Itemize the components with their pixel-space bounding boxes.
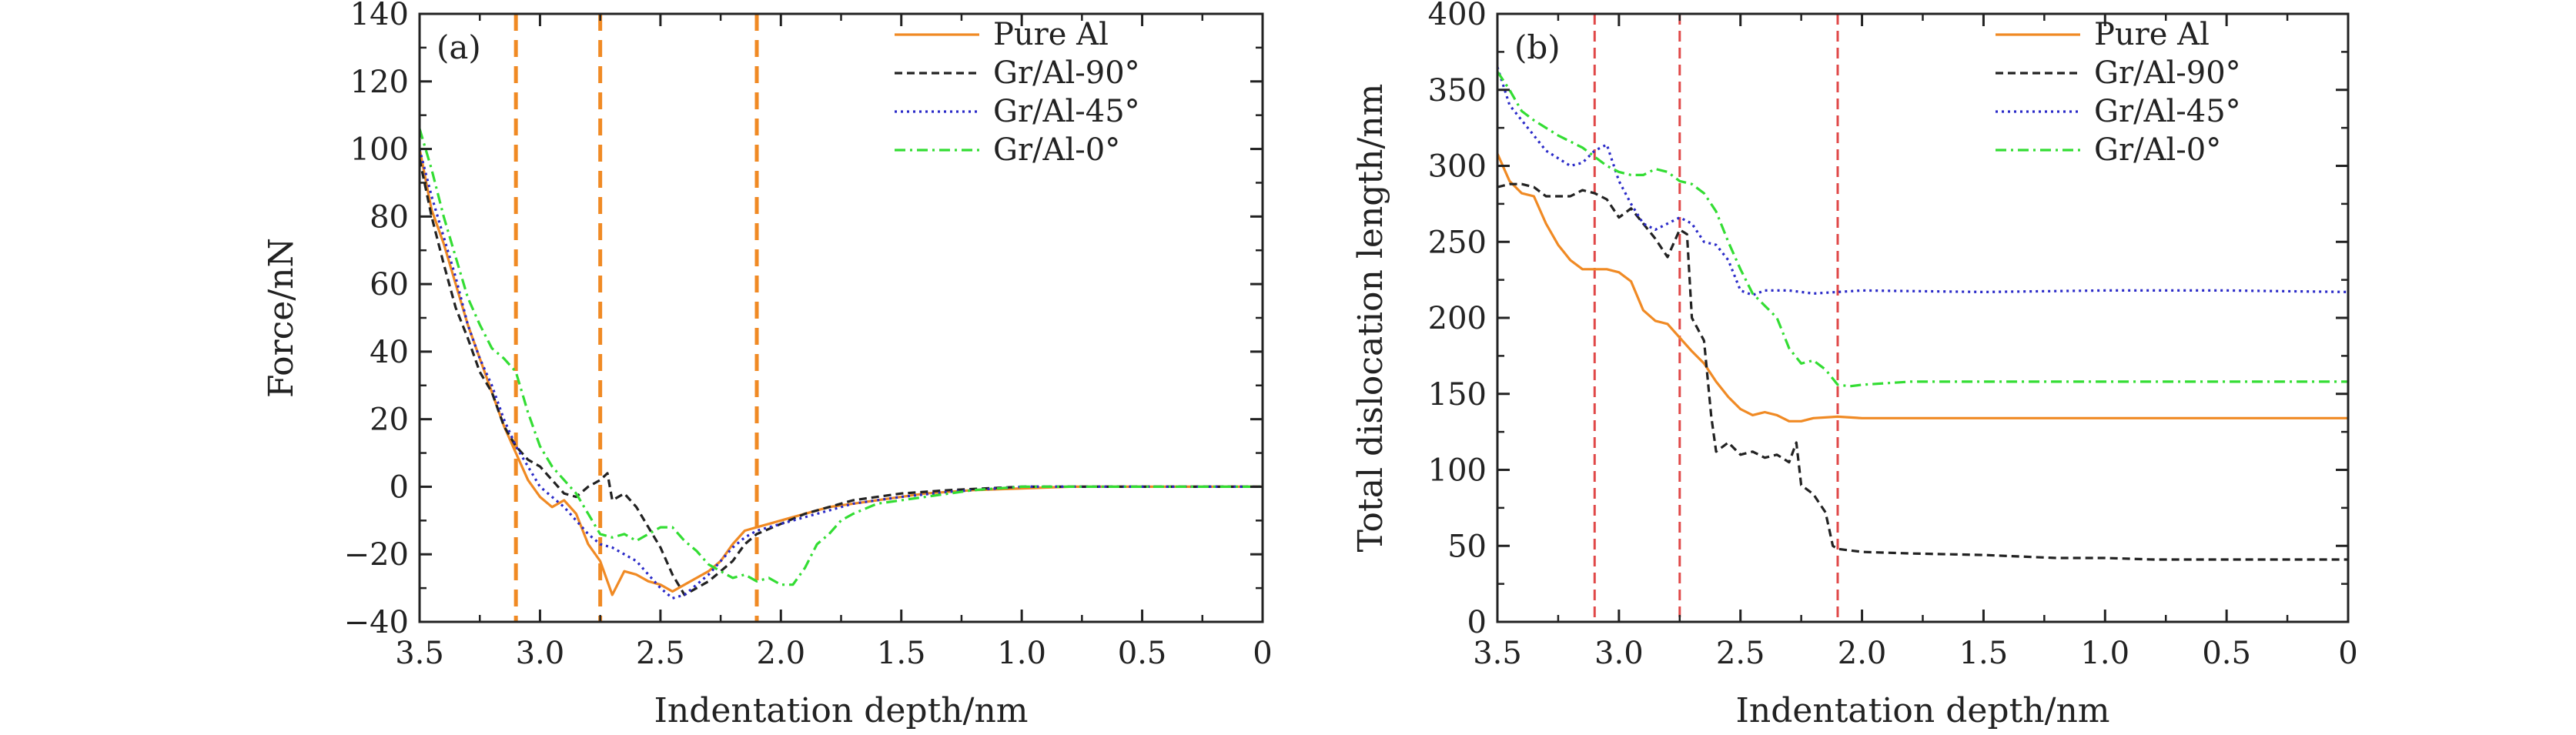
y-tick-label: 50 <box>1447 529 1487 564</box>
x-tick-label: 2.0 <box>756 636 805 671</box>
x-axis-title: Indentation depth/nm <box>654 691 1028 730</box>
x-axis-title: Indentation depth/nm <box>1735 691 2109 730</box>
y-tick-label: 200 <box>1428 301 1487 336</box>
series-line-1 <box>420 159 1263 596</box>
x-tick-label: 1.0 <box>2080 636 2129 671</box>
panel-label: (b) <box>1514 28 1561 66</box>
y-tick-label: 40 <box>370 335 409 370</box>
legend-entry: Gr/Al-45° <box>993 94 1140 129</box>
y-tick-label: 120 <box>350 65 409 100</box>
y-tick-label: 100 <box>1428 453 1487 489</box>
series-line-2 <box>420 149 1263 600</box>
x-tick-label: 3.0 <box>1594 636 1644 671</box>
x-tick-label: 0 <box>1253 636 1272 671</box>
x-tick-label: 0.5 <box>2202 636 2251 671</box>
series-line-2 <box>1497 66 2348 296</box>
y-tick-label: −20 <box>344 537 409 573</box>
y-tick-label: −40 <box>344 605 409 640</box>
panel-label: (a) <box>437 28 481 66</box>
y-tick-label: 100 <box>350 132 409 168</box>
y-tick-label: 60 <box>370 267 409 302</box>
x-tick-label: 2.5 <box>1716 636 1765 671</box>
series-line-0 <box>1497 153 2348 423</box>
legend-entry: Gr/Al-0° <box>2094 132 2221 168</box>
y-tick-label: 0 <box>1467 605 1487 640</box>
chart-panel-a: 3.5 3.0 2.5 2.0 1.5 1.0 0.5 0 −40 −20 0 20 40 60 80 100… <box>262 0 1273 730</box>
legend-entry: Gr/Al-45° <box>2094 94 2241 129</box>
y-tick-label: 400 <box>1428 0 1487 32</box>
legend-entry: Gr/Al-90° <box>993 55 1140 91</box>
legend-entry: Pure Al <box>2094 17 2210 52</box>
y-tick-label: 350 <box>1428 73 1487 109</box>
x-tick-label: 0.5 <box>1118 636 1167 671</box>
series-line-3 <box>420 128 1263 586</box>
series-line-3 <box>1497 71 2348 388</box>
x-tick-label: 1.0 <box>997 636 1046 671</box>
y-tick-label: 0 <box>390 469 409 505</box>
y-tick-label: 250 <box>1428 225 1487 260</box>
x-tick-label: 3.0 <box>516 636 565 671</box>
x-tick-label: 1.5 <box>877 636 926 671</box>
legend-entry: Pure Al <box>993 17 1109 52</box>
legend-entry: Gr/Al-0° <box>993 132 1120 168</box>
chart-panel-b: 3.5 3.0 2.5 2.0 1.5 1.0 0.5 0 0 50 100 150 200 250 300… <box>1351 0 2358 730</box>
x-tick-label: 2.0 <box>1838 636 1887 671</box>
x-tick-label: 3.5 <box>395 636 444 671</box>
x-tick-label: 0 <box>2338 636 2357 671</box>
x-tick-label: 2.5 <box>636 636 685 671</box>
y-axis-title: Force/nN <box>262 238 301 398</box>
series-line-1 <box>1497 182 2348 561</box>
y-tick-label: 20 <box>370 403 409 438</box>
legend-entry: Gr/Al-90° <box>2094 55 2241 91</box>
y-tick-label: 140 <box>350 0 409 32</box>
y-tick-label: 150 <box>1428 377 1487 413</box>
y-tick-label: 300 <box>1428 149 1487 185</box>
x-tick-label: 3.5 <box>1473 636 1522 671</box>
y-axis-title: Total dislocation length/nm <box>1351 84 1390 553</box>
y-tick-label: 80 <box>370 199 409 235</box>
x-tick-label: 1.5 <box>1959 636 2009 671</box>
